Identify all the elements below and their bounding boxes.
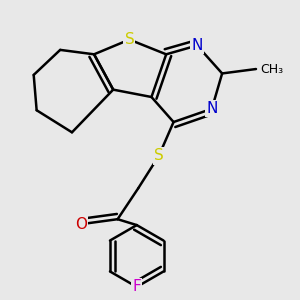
Text: S: S: [154, 148, 164, 164]
Text: F: F: [132, 279, 141, 294]
Text: S: S: [124, 32, 134, 47]
Text: N: N: [206, 101, 218, 116]
Text: N: N: [191, 38, 203, 53]
Text: O: O: [75, 217, 87, 232]
Text: CH₃: CH₃: [260, 62, 283, 76]
